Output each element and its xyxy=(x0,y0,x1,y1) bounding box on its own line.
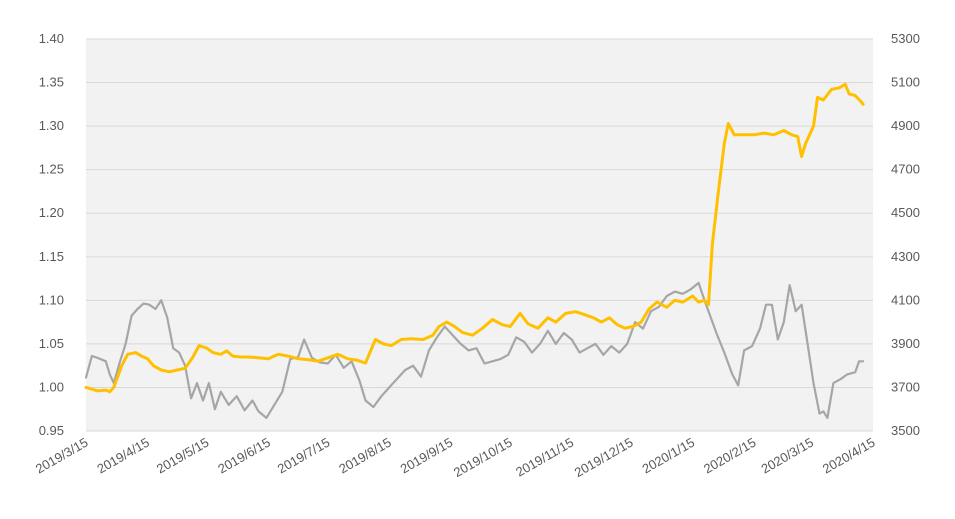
x-axis-tick-label: 2020/1/15 xyxy=(640,435,698,477)
right-axis-tick-label: 5100 xyxy=(891,75,920,90)
x-axis-tick-label: 2020/2/15 xyxy=(701,435,759,477)
series-line-right-axis xyxy=(84,281,865,419)
x-axis-ticks: 2019/3/15 2019/4/15 2019/5/15 2019/6/15 2019… xyxy=(33,435,878,481)
right-axis-tick-label: 4500 xyxy=(891,205,920,220)
left-axis-tick-label: 1.35 xyxy=(39,75,64,90)
left-axis-tick-label: 1.15 xyxy=(39,249,64,264)
gridlines xyxy=(86,38,873,432)
left-axis-tick-label: 1.30 xyxy=(39,118,64,133)
left-axis-tick-label: 1.20 xyxy=(39,205,64,220)
series-lines xyxy=(84,82,865,419)
right-axis-tick-label: 4700 xyxy=(891,162,920,177)
left-axis-tick-label: 0.95 xyxy=(39,423,64,438)
x-axis-tick-label: 2019/10/15 xyxy=(451,435,515,481)
right-axis-tick-label: 5300 xyxy=(891,31,920,46)
x-axis-tick-label: 2019/5/15 xyxy=(154,435,212,477)
x-axis-tick-label: 2020/4/15 xyxy=(820,435,878,477)
right-axis-tick-label: 4900 xyxy=(891,118,920,133)
left-axis-tick-label: 1.05 xyxy=(39,336,64,351)
x-axis-tick-label: 2019/7/15 xyxy=(275,435,333,477)
x-axis-tick-label: 2020/3/15 xyxy=(758,435,816,477)
left-axis-ticks: 0.95 1.00 1.05 1.10 1.15 1.20 1.25 1.30 1.35 1.40 xyxy=(39,31,64,438)
right-axis-tick-label: 3500 xyxy=(891,423,920,438)
x-axis-tick-label: 2019/11/15 xyxy=(513,435,576,480)
right-axis-tick-label: 3900 xyxy=(891,336,920,351)
right-axis-tick-label: 4100 xyxy=(891,292,920,307)
series-line-left-axis xyxy=(84,82,865,394)
left-axis-tick-label: 1.00 xyxy=(39,379,64,394)
x-axis-tick-label: 2019/4/15 xyxy=(94,435,152,477)
left-axis-tick-label: 1.25 xyxy=(39,162,64,177)
x-axis-tick-label: 2019/8/15 xyxy=(336,435,394,477)
plot-area xyxy=(86,39,873,431)
right-axis-tick-label: 4300 xyxy=(891,249,920,264)
left-axis-tick-label: 1.10 xyxy=(39,292,64,307)
x-axis-tick-label: 2019/9/15 xyxy=(398,435,456,477)
x-axis-tick-label: 2019/6/15 xyxy=(215,435,273,477)
x-axis-tick-label: 2019/12/15 xyxy=(572,435,636,481)
right-axis-ticks: 3500 3700 3900 4100 4300 4500 4700 4900 5100 5300 xyxy=(891,31,920,438)
left-axis-tick-label: 1.40 xyxy=(39,31,64,46)
x-axis-tick-label: 2019/3/15 xyxy=(33,435,91,477)
right-axis-tick-label: 3700 xyxy=(891,379,920,394)
